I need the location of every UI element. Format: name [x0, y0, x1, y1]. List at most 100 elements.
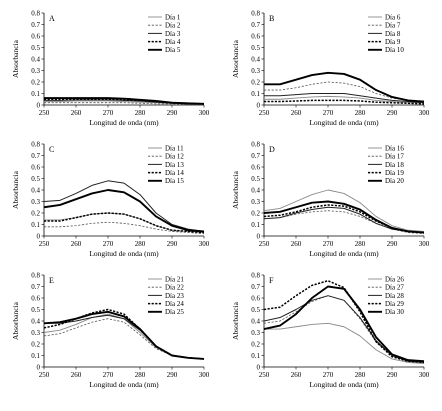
series-line-1 [264, 95, 424, 104]
x-tick-label: 290 [387, 109, 398, 117]
y-tick-label: 0.7 [251, 283, 260, 291]
x-tick-label: 270 [103, 371, 114, 379]
legend-label: Día 8 [385, 30, 401, 38]
x-tick-label: 290 [167, 240, 178, 248]
y-axis-label: Absorbancia [231, 301, 240, 340]
y-tick-label: 0.8 [251, 271, 260, 279]
panel-letter: C [49, 145, 54, 154]
series-line-5 [263, 285, 425, 363]
legend-label: Día 13 [165, 161, 184, 169]
y-tick-label: 0.7 [251, 21, 260, 29]
panel-e: 0 0.1 0.2 0.3 0.4 0.5 0.6 0.7 0.8 250 260 270 280 290… [11, 271, 210, 389]
legend-label: Día 2 [165, 22, 181, 30]
y-tick-label: 0 [257, 363, 261, 371]
series-line-3 [43, 180, 205, 232]
y-tick-label: 0.3 [251, 198, 260, 206]
y-tick-label: 0.8 [251, 140, 260, 148]
y-tick-label: 0.2 [31, 340, 40, 348]
y-tick-label: 0.5 [251, 306, 260, 314]
y-axis-label: Absorbancia [231, 39, 240, 78]
x-tick-label: 260 [291, 371, 302, 379]
x-tick-label: 280 [355, 240, 366, 248]
y-tick-label: 0.3 [31, 329, 40, 337]
y-tick-label: 0.8 [31, 140, 40, 148]
y-axis-label: Absorbancia [11, 170, 20, 209]
legend-label: Día 30 [385, 308, 404, 316]
x-tick-label: 250 [39, 240, 50, 248]
panel-letter: F [269, 276, 274, 285]
x-tick-label: 260 [71, 240, 82, 248]
y-tick-label: 0 [37, 363, 41, 371]
x-tick-label: 260 [291, 109, 302, 117]
y-tick-label: 0.4 [251, 55, 260, 63]
x-axis-label: Longitud de onda (nm) [309, 118, 379, 127]
legend-label: Día 18 [385, 161, 404, 169]
y-tick-label: 0 [37, 232, 41, 240]
y-tick-label: 0 [257, 101, 261, 109]
y-tick-label: 0.8 [31, 9, 40, 17]
series-line-2 [264, 81, 425, 102]
series-line-1 [263, 189, 425, 232]
legend-label: Día 9 [385, 38, 401, 46]
x-axis-label: Longitud de onda (nm) [89, 118, 159, 127]
x-tick-label: 290 [387, 371, 398, 379]
x-tick-label: 260 [71, 109, 82, 117]
y-tick-label: 0.1 [31, 221, 40, 229]
legend-label: Día 20 [385, 177, 404, 185]
legend-label: Día 21 [165, 275, 184, 283]
legend-label: Día 14 [165, 169, 184, 177]
x-tick-label: 250 [39, 371, 50, 379]
x-tick-label: 270 [323, 371, 334, 379]
x-tick-label: 280 [135, 109, 146, 117]
x-tick-label: 280 [355, 371, 366, 379]
y-tick-label: 0 [37, 101, 41, 109]
y-tick-label: 0.6 [31, 294, 40, 302]
y-tick-label: 0.6 [31, 163, 40, 171]
x-tick-label: 250 [259, 109, 270, 117]
x-tick-label: 300 [199, 240, 210, 248]
y-tick-label: 0.5 [31, 44, 40, 52]
y-tick-label: 0.7 [31, 21, 40, 29]
panel-letter: B [269, 14, 274, 23]
x-tick-label: 250 [259, 371, 270, 379]
y-tick-label: 0.6 [31, 32, 40, 40]
y-tick-label: 0.2 [251, 78, 260, 86]
x-tick-label: 300 [419, 109, 430, 117]
y-tick-label: 0.8 [251, 9, 260, 17]
series-line-2 [263, 295, 425, 363]
series-line-1 [264, 322, 425, 364]
series-line-4 [44, 212, 205, 234]
y-tick-label: 0.6 [251, 163, 260, 171]
x-tick-label: 290 [167, 109, 178, 117]
panel-letter: A [49, 14, 55, 23]
series-line-3 [264, 93, 425, 104]
series-line-2 [44, 102, 204, 105]
y-tick-label: 0.4 [251, 186, 260, 194]
panel-a: 0 0.1 0.2 0.3 0.4 0.5 0.6 0.7 0.8 250 260 270 280 290… [11, 9, 210, 127]
y-tick-label: 0.2 [31, 209, 40, 217]
x-tick-label: 250 [39, 109, 50, 117]
x-axis-label: Longitud de onda (nm) [89, 249, 159, 258]
y-axis-label: Absorbancia [11, 301, 20, 340]
series-line-5 [263, 200, 425, 234]
x-tick-label: 280 [355, 109, 366, 117]
x-tick-label: 290 [167, 371, 178, 379]
series-line-5 [44, 97, 205, 105]
y-tick-label: 0.4 [251, 317, 260, 325]
y-tick-label: 0.1 [31, 352, 40, 360]
y-tick-label: 0.5 [31, 306, 40, 314]
legend-label: Día 24 [165, 300, 184, 308]
legend-label: Día 3 [165, 30, 181, 38]
x-tick-label: 300 [199, 371, 210, 379]
legend-label: Día 26 [385, 275, 404, 283]
legend-label: Día 4 [165, 38, 181, 46]
series-line-4 [264, 99, 425, 105]
legend-label: Día 11 [165, 144, 184, 152]
y-tick-label: 0.3 [31, 67, 40, 75]
y-tick-label: 0.6 [251, 32, 260, 40]
